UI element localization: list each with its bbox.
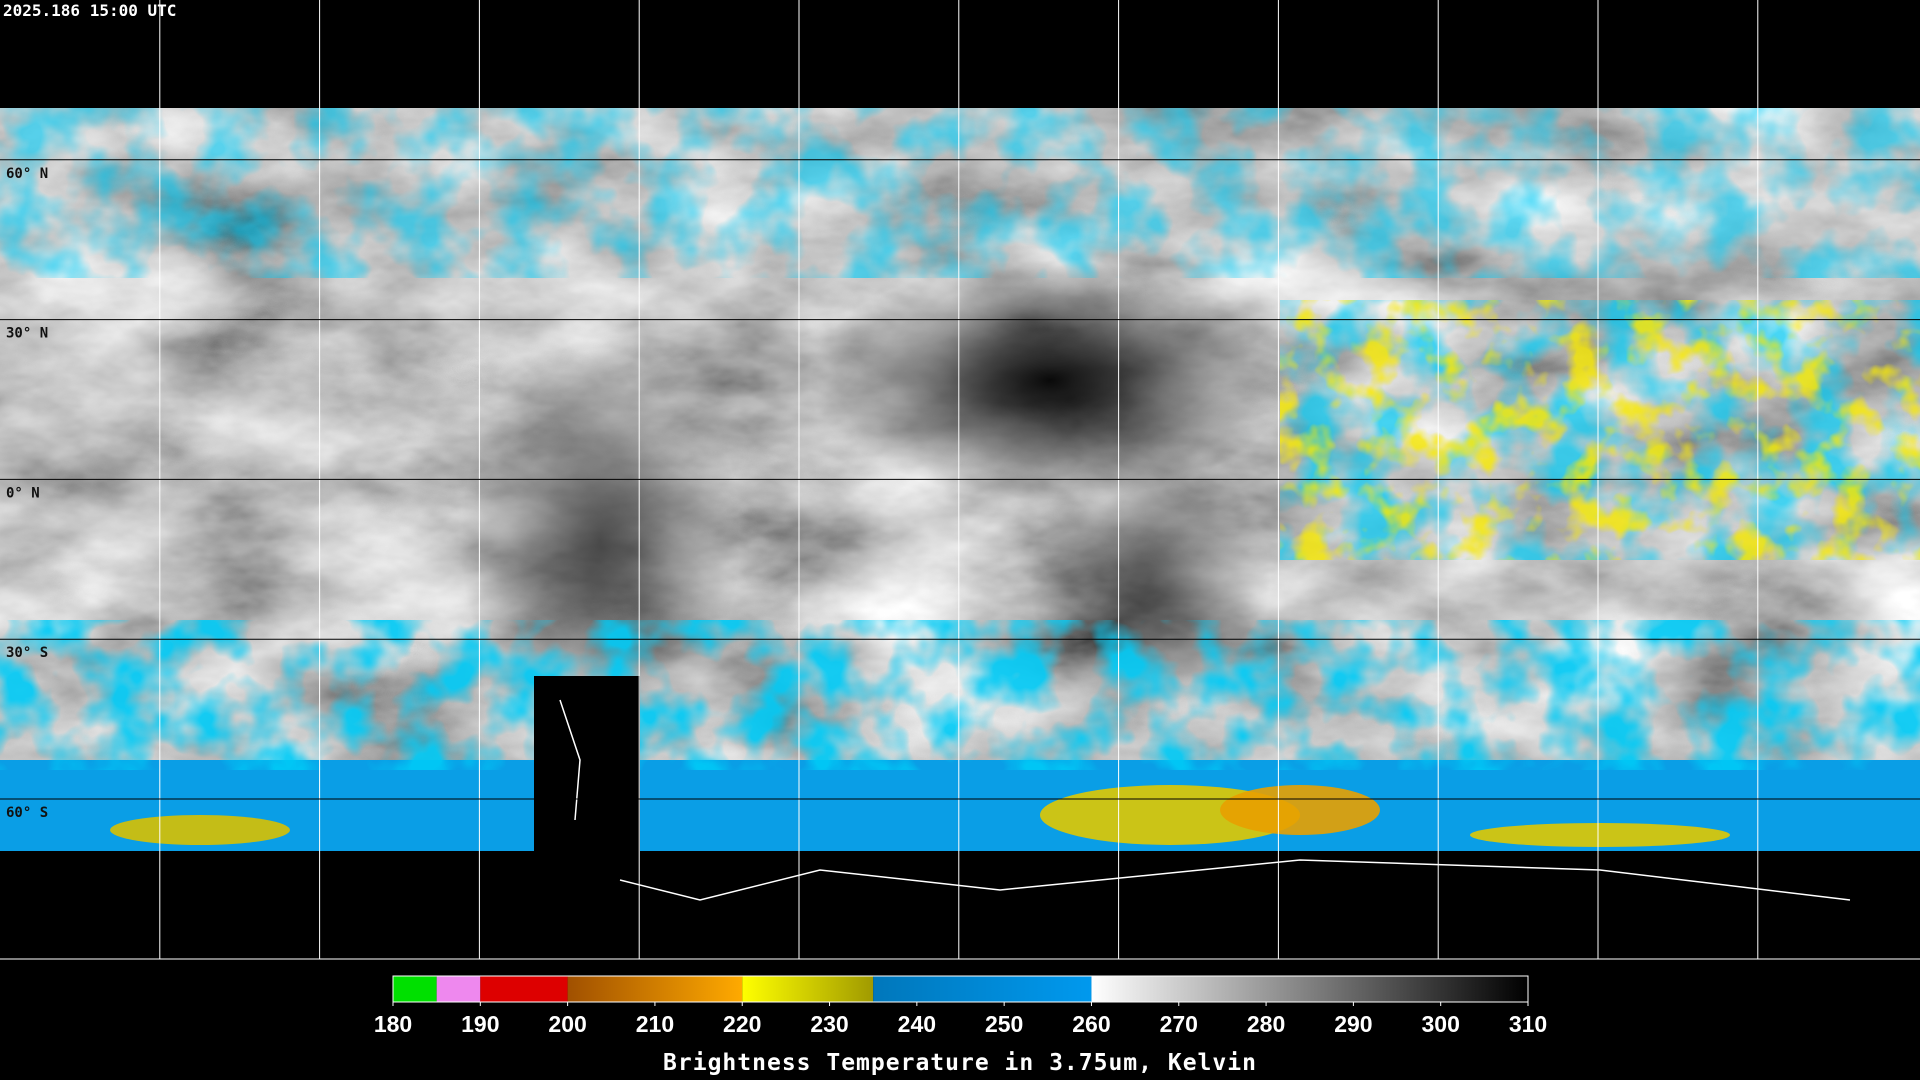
colorbar-segment — [742, 976, 874, 1002]
coastline — [559, 699, 1851, 901]
latitude-label: 60° N — [6, 166, 48, 182]
timestamp: 2025.186 15:00 UTC — [3, 1, 176, 20]
satellite-imagery — [0, 108, 1920, 960]
colorbar-title: Brightness Temperature in 3.75um, Kelvin — [663, 1050, 1257, 1076]
colorbar-tick-label: 180 — [374, 1011, 412, 1037]
colorbar-segment — [1091, 976, 1528, 1002]
colorbar-tick-label: 210 — [636, 1011, 674, 1037]
colorbar-tick-label: 280 — [1247, 1011, 1285, 1037]
colorbar: 180 190 200 210 220 230 240 250 260 270 280 290 300 3… — [374, 975, 1547, 1037]
colorbar-segment — [393, 976, 437, 1002]
latitude-label: 30° N — [6, 326, 48, 342]
latitude-labels: 60° N 30° N 0° N 30° S 60° S — [6, 166, 48, 821]
colorbar-tick-label: 310 — [1509, 1011, 1547, 1037]
colorbar-segment — [873, 976, 1092, 1002]
colorbar-tick-label: 240 — [898, 1011, 936, 1037]
very-cold-clouds — [1280, 300, 1920, 560]
southern-clouds — [0, 620, 1920, 770]
colorbar-frame — [392, 975, 1529, 1003]
latitude-label: 0° N — [6, 485, 40, 501]
storm-core — [1220, 785, 1380, 835]
colorbar-tick-label: 220 — [723, 1011, 761, 1037]
colorbar-segment — [480, 976, 568, 1002]
cold-clouds-north — [0, 108, 1920, 278]
colorbar-tick-label: 290 — [1334, 1011, 1372, 1037]
storm-core — [110, 815, 290, 845]
graticule — [0, 0, 1920, 960]
colorbar-tick-label: 260 — [1072, 1011, 1110, 1037]
colorbar-segment — [567, 976, 743, 1002]
colorbar-tick-label: 270 — [1160, 1011, 1198, 1037]
colorbar-tick-label: 200 — [548, 1011, 586, 1037]
latitude-label: 30° S — [6, 645, 48, 661]
dark-region — [810, 260, 1290, 500]
storm-core — [1470, 823, 1730, 847]
latitude-label: 60° S — [6, 805, 48, 821]
colorbar-tick-label: 300 — [1422, 1011, 1460, 1037]
colorbar-tick-label: 250 — [985, 1011, 1023, 1037]
no-coverage — [0, 851, 1920, 960]
colorbar-tick-label: 190 — [461, 1011, 499, 1037]
colorbar-segment — [436, 976, 481, 1002]
colorbar-tick-label: 230 — [810, 1011, 848, 1037]
